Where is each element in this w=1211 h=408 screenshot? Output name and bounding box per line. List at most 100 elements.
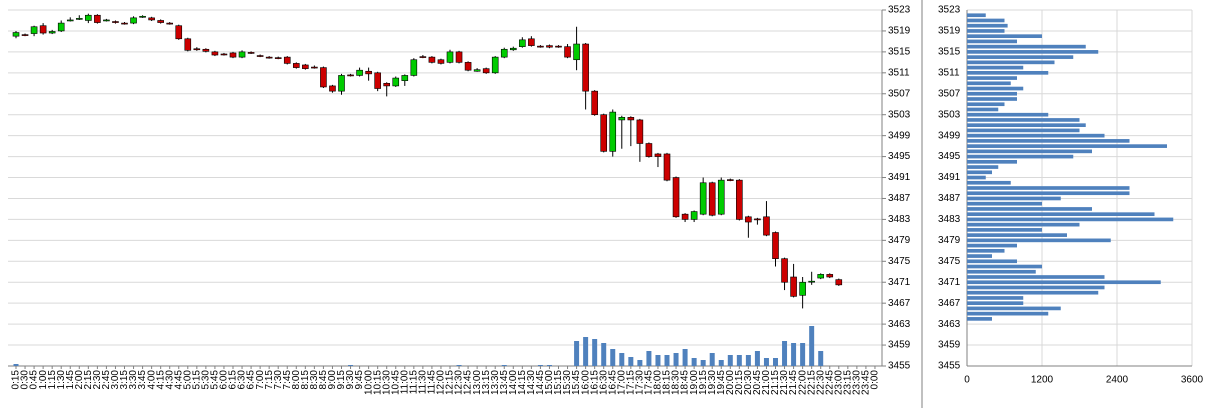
profile-bar <box>967 275 1105 279</box>
volume-bar <box>664 355 670 366</box>
candle-body <box>302 64 309 69</box>
x-tick-label: 15:30 <box>562 370 573 395</box>
y-tick-label: 3475 <box>938 256 961 267</box>
x-tick-label: 22:15 <box>806 370 817 395</box>
candle-body <box>582 43 589 92</box>
x-tick-label: 3:15 <box>119 370 130 390</box>
volume-bar <box>727 355 733 366</box>
y-tick-label: 3511 <box>938 67 960 78</box>
x-tick-label: 0:45 <box>29 370 40 390</box>
profile-bar <box>967 238 1111 243</box>
x-tick-label: 18:30 <box>671 370 682 395</box>
candle-body <box>21 34 29 36</box>
profile-bar <box>967 144 1167 148</box>
profile-bar <box>967 55 1074 59</box>
profile-bar <box>967 29 1005 33</box>
volume-bar <box>763 358 769 366</box>
profile-bar <box>967 118 1080 122</box>
profile-bar <box>967 133 1105 138</box>
x-tick-label: 17:00 <box>616 370 627 395</box>
candle-body <box>745 216 752 223</box>
x-tick-label: 2:15 <box>83 370 94 390</box>
y-tick-label: 3467 <box>888 298 911 309</box>
volume-bar <box>718 360 724 366</box>
x-tick-label: 3600 <box>1181 375 1204 386</box>
x-tick-label: 14:30 <box>526 370 537 395</box>
candle-body <box>320 67 327 88</box>
volume-bar <box>646 351 652 366</box>
x-tick-label: 11:00 <box>399 370 410 395</box>
x-tick-label: 7:00 <box>255 370 266 390</box>
x-tick-label: 2:00 <box>74 370 85 390</box>
x-tick-label: 10:30 <box>381 370 392 395</box>
volume-bar <box>501 365 507 366</box>
profile-bar <box>967 222 1080 227</box>
candle-body <box>347 74 354 77</box>
volume-bar <box>348 365 354 366</box>
x-tick-label: 20:45 <box>752 370 763 395</box>
x-tick-label: 10:00 <box>363 370 374 395</box>
x-tick-label: 3:45 <box>137 370 148 390</box>
y-tick-label: 3467 <box>938 298 961 309</box>
profile-bar <box>967 228 1042 232</box>
candle-body <box>265 56 273 59</box>
volume-bar <box>610 349 616 366</box>
volume-bar <box>13 364 19 366</box>
y-tick-label: 3499 <box>888 130 911 141</box>
profile-bar <box>967 201 1042 206</box>
candle-body <box>365 70 372 75</box>
candle-body <box>790 276 797 297</box>
candle-body <box>808 280 815 283</box>
candle-body <box>645 143 653 157</box>
x-tick-label: 17:30 <box>635 370 646 395</box>
x-tick-label: 13:00 <box>472 370 483 395</box>
x-tick-label: 0:30 <box>20 370 31 390</box>
x-tick-label: 16:30 <box>598 370 609 395</box>
candle-body <box>699 182 707 215</box>
profile-bar <box>967 139 1130 143</box>
x-tick-label: 23:30 <box>852 370 863 395</box>
profile-bar <box>967 23 1008 28</box>
volume-bar <box>800 343 806 366</box>
x-tick-label: 15:45 <box>571 370 582 395</box>
x-tick-label: 11:15 <box>408 370 419 395</box>
profile-bar <box>967 107 999 112</box>
volume-bar <box>546 365 552 366</box>
candle-body <box>166 22 174 25</box>
volume-bar <box>628 357 634 366</box>
x-tick-label: 13:45 <box>499 370 510 395</box>
x-tick-label: 3:30 <box>128 370 139 390</box>
x-tick-label: 7:15 <box>264 370 275 390</box>
candle-body <box>618 117 626 121</box>
x-tick-label: 5:15 <box>191 370 202 390</box>
x-tick-label: 8:30 <box>309 370 320 390</box>
volume-bar <box>574 341 580 366</box>
candle-body <box>292 63 300 68</box>
candle-body <box>519 39 526 47</box>
candle-body <box>672 177 680 218</box>
profile-bar <box>967 154 1074 159</box>
volume-bar <box>745 355 751 366</box>
profile-bar <box>967 170 992 175</box>
profile-bar <box>967 233 1067 237</box>
candle-body <box>772 232 779 259</box>
x-tick-label: 2:30 <box>92 370 103 390</box>
x-tick-label: 6:30 <box>237 370 248 390</box>
profile-bar <box>967 296 1024 300</box>
candle-body <box>175 25 183 40</box>
y-tick-label: 3455 <box>888 361 911 372</box>
profile-bar <box>967 13 986 18</box>
candle-body <box>799 281 806 296</box>
x-tick-label: 22:00 <box>797 370 808 395</box>
x-tick-label: 0:00 <box>870 370 881 390</box>
profile-bar <box>967 306 1061 311</box>
profile-bar <box>967 243 1017 248</box>
profile-bar <box>967 259 1017 264</box>
candle-body <box>437 59 445 64</box>
x-tick-label: 9:00 <box>327 370 338 390</box>
candle-body <box>491 56 499 74</box>
candle-body <box>383 82 391 87</box>
profile-bar <box>967 70 1049 75</box>
y-tick-label: 3483 <box>888 214 911 225</box>
candle-body <box>12 32 20 37</box>
